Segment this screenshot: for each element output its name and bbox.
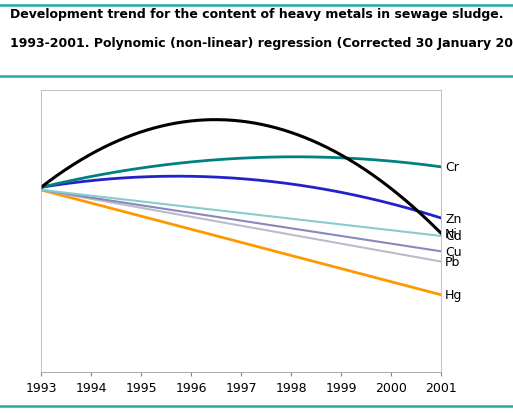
Text: Cu: Cu bbox=[445, 245, 462, 258]
Text: 1993-2001. Polynomic (non-linear) regression (Corrected 30 January 2003): 1993-2001. Polynomic (non-linear) regres… bbox=[10, 37, 513, 50]
Text: Cd: Cd bbox=[445, 230, 462, 243]
Text: Ni: Ni bbox=[445, 227, 458, 240]
Text: Zn: Zn bbox=[445, 212, 462, 225]
Text: Cr: Cr bbox=[445, 161, 459, 174]
Text: Development trend for the content of heavy metals in sewage sludge.: Development trend for the content of hea… bbox=[10, 8, 504, 21]
Text: Pb: Pb bbox=[445, 255, 461, 268]
Text: Hg: Hg bbox=[445, 289, 463, 301]
